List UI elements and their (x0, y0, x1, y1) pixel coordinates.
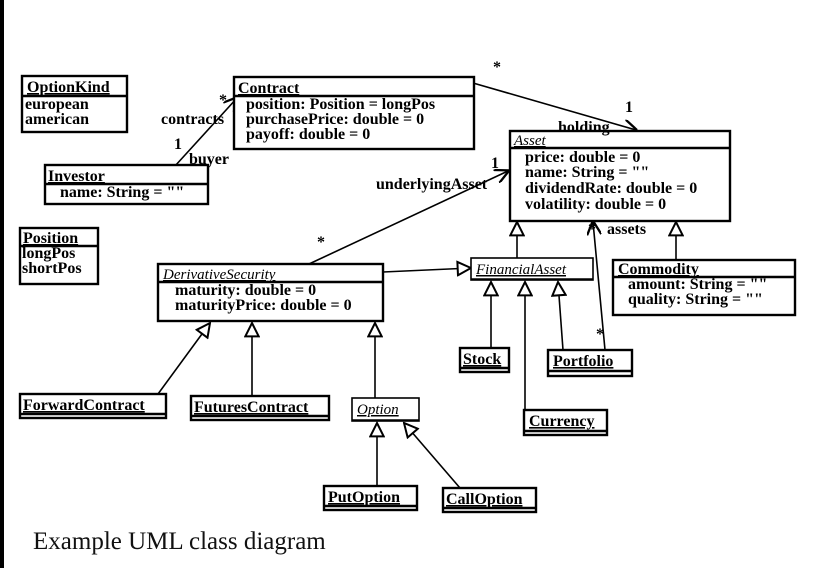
class-futurescontract[interactable]: FuturesContract (189, 394, 331, 422)
class-currency[interactable]: Currency (522, 408, 609, 437)
investor-attr-name: name: String = "" (60, 184, 184, 201)
class-option[interactable]: Option (351, 397, 420, 422)
class-contract[interactable]: Contract position: Position = longPos pu… (232, 75, 476, 151)
class-investor-name: Investor (48, 168, 105, 185)
asset-attr-volatility: volatility: double = 0 (525, 196, 666, 213)
assoc-contract-asset (472, 82, 636, 130)
class-forwardcontract-name: ForwardContract (23, 397, 145, 414)
figure-caption: Example UML class diagram (33, 528, 326, 555)
class-asset-name: Asset (513, 133, 546, 149)
derivative-attr-maturityprice: maturityPrice: double = 0 (175, 297, 352, 314)
gen-portfolio-financial (558, 282, 563, 351)
class-putoption[interactable]: PutOption (322, 484, 419, 512)
contract-attr-payoff: payoff: double = 0 (246, 126, 370, 143)
assoc-investor-contract (174, 98, 237, 167)
class-calloption[interactable]: CallOption (441, 486, 538, 514)
class-forwardcontract[interactable]: ForwardContract (18, 392, 168, 420)
class-calloption-name: CallOption (446, 491, 523, 508)
class-optionkind[interactable]: OptionKind european american (20, 74, 129, 134)
mult-underlying-one: 1 (491, 155, 499, 172)
mult-investor-one: 1 (174, 136, 182, 153)
class-derivativesecurity[interactable]: DerivativeSecurity maturity: double = 0 … (156, 262, 385, 323)
position-attr-longpos: longPos (22, 245, 75, 262)
mult-contracts-star: * (219, 92, 227, 109)
derivative-attr-maturity: maturity: double = 0 (175, 282, 316, 299)
class-stock[interactable]: Stock (458, 346, 511, 374)
class-financialasset-name: FinancialAsset (475, 262, 567, 278)
label-assets: assets (607, 221, 646, 238)
position-attr-shortpos: shortPos (22, 260, 82, 277)
class-stock-name: Stock (463, 351, 501, 368)
commodity-attr-quality: quality: String = "" (628, 291, 763, 308)
label-underlyingasset: underlyingAsset (376, 176, 488, 193)
mult-holding-one: 1 (625, 99, 633, 116)
mult-assets-star: * (588, 221, 596, 238)
class-optionkind-name: OptionKind (27, 79, 110, 96)
class-commodity[interactable]: Commodity amount: String = "" quality: S… (611, 258, 797, 317)
optionkind-attr-european: european (25, 96, 89, 113)
gen-calloption-option (404, 423, 461, 489)
class-portfolio[interactable]: Portfolio (546, 348, 634, 378)
mult-holding-star: * (493, 59, 501, 76)
commodity-attr-amount: amount: String = "" (628, 276, 767, 293)
class-position-name: Position (23, 230, 78, 247)
asset-attr-name: name: String = "" (525, 164, 649, 181)
optionkind-attr-american: american (25, 111, 89, 128)
class-asset[interactable]: Asset price: double = 0 name: String = "… (508, 129, 732, 223)
class-derivativesecurity-name: DerivativeSecurity (162, 267, 276, 283)
gen-forward-derivative (157, 323, 210, 395)
class-contract-name: Contract (238, 80, 300, 97)
label-holding: holding (558, 119, 610, 136)
class-futurescontract-name: FuturesContract (194, 399, 309, 416)
assoc-portfolio-asset (593, 222, 606, 351)
class-putoption-name: PutOption (328, 489, 400, 506)
assoc-derivative-asset (308, 171, 508, 265)
contract-attr-purchaseprice: purchasePrice: double = 0 (246, 111, 424, 128)
class-commodity-name: Commodity (618, 261, 699, 278)
label-buyer: buyer (189, 151, 229, 168)
class-currency-name: Currency (529, 413, 594, 430)
class-investor[interactable]: Investor name: String = "" (43, 163, 210, 206)
gen-derivative-financial (382, 268, 471, 272)
mult-underlying-star: * (317, 234, 325, 251)
contract-attr-position: position: Position = longPos (246, 96, 435, 113)
left-border (0, 0, 4, 568)
asset-attr-price: price: double = 0 (525, 149, 640, 166)
class-position[interactable]: Position longPos shortPos (18, 226, 100, 286)
label-contracts: contracts (161, 111, 224, 128)
class-portfolio-name: Portfolio (553, 353, 613, 370)
asset-attr-dividendrate: dividendRate: double = 0 (525, 180, 697, 197)
class-option-name: Option (357, 402, 399, 418)
mult-portfolio-star: * (596, 326, 604, 343)
class-financialasset[interactable]: FinancialAsset (470, 257, 594, 281)
